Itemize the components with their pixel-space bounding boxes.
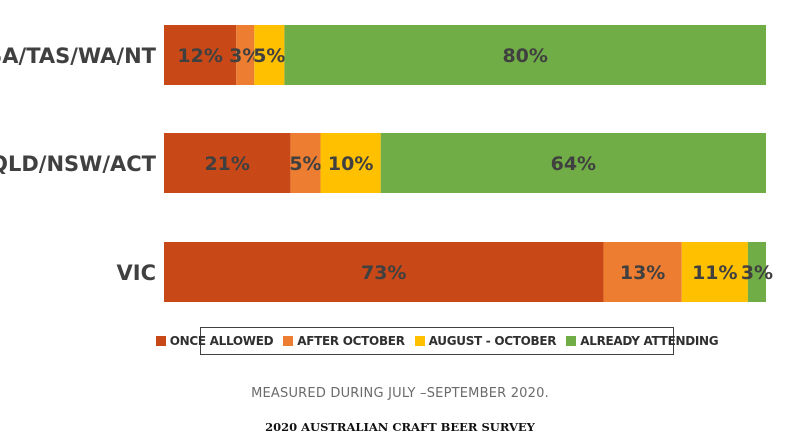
legend-label: ALREADY ATTENDING (580, 334, 719, 348)
bar-august-october-qld-nsw-act (320, 133, 381, 193)
legend-item-after-october: AFTER OCTOBER (283, 334, 405, 348)
footnote: MEASURED DURING JULY –SEPTEMBER 2020. (251, 386, 549, 401)
bar-after-october-qld-nsw-act (290, 133, 321, 193)
legend: ONCE ALLOWED AFTER OCTOBER AUGUST - OCTOBE… (155, 327, 719, 355)
data-label-already-attending-sa-tas-wa-nt: 80% (502, 45, 547, 67)
data-label-august-october-sa-tas-wa-nt: 5% (253, 45, 285, 67)
legend-swatch (414, 336, 425, 346)
bar-once-allowed-qld-nsw-act (164, 133, 291, 193)
category-label-vic: VIC (117, 261, 156, 285)
data-label-once-allowed-sa-tas-wa-nt: 12% (177, 45, 222, 67)
legend-swatch (155, 336, 166, 346)
data-label-after-october-qld-nsw-act: 5% (289, 153, 321, 175)
data-label-after-october-vic: 13% (620, 262, 665, 284)
bar-after-october-vic (603, 242, 682, 302)
category-label-qld-nsw-act: QLD/NSW/ACT (0, 152, 157, 176)
bar-once-allowed-sa-tas-wa-nt (164, 25, 237, 85)
data-label-after-october-sa-tas-wa-nt: 3% (229, 45, 261, 67)
bar-once-allowed-vic (164, 242, 604, 302)
legend-swatch (566, 336, 577, 346)
legend-item-once-allowed: ONCE ALLOWED (155, 334, 274, 348)
bar-august-october-vic (681, 242, 748, 302)
source-label: 2020 AUSTRALIAN CRAFT BEER SURVEY (265, 420, 535, 434)
legend-label: AFTER OCTOBER (297, 334, 405, 348)
bar-after-october-sa-tas-wa-nt (236, 25, 255, 85)
data-label-once-allowed-qld-nsw-act: 21% (204, 153, 249, 175)
stacked-bar-chart: SA/TAS/WA/NT 12% 3%5% 80%QLD/NSW/ACT 21% 5% 10… (0, 25, 773, 302)
legend-item-already-attending: ALREADY ATTENDING (566, 334, 719, 348)
bar-august-october-sa-tas-wa-nt (254, 25, 285, 85)
legend-label: ONCE ALLOWED (169, 334, 274, 348)
legend-swatch (283, 336, 294, 346)
bar-already-attending-vic (747, 242, 766, 302)
legend-item-august-october: AUGUST - OCTOBER (414, 334, 557, 348)
data-label-once-allowed-vic: 73% (361, 262, 406, 284)
data-label-already-attending-vic: 3% (741, 262, 773, 284)
data-label-august-october-vic: 11% (692, 262, 737, 284)
data-label-already-attending-qld-nsw-act: 64% (551, 153, 596, 175)
category-label-sa-tas-wa-nt: SA/TAS/WA/NT (0, 44, 157, 68)
legend-label: AUGUST - OCTOBER (428, 334, 557, 348)
bar-already-attending-qld-nsw-act (380, 133, 766, 193)
bar-already-attending-sa-tas-wa-nt (284, 25, 766, 85)
data-label-august-october-qld-nsw-act: 10% (328, 153, 373, 175)
